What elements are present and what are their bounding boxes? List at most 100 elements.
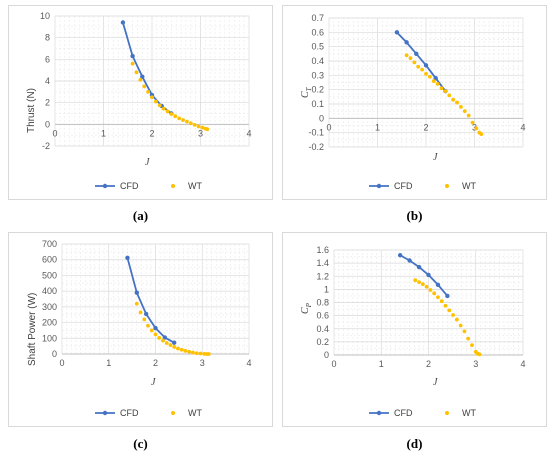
data-point: [474, 126, 479, 131]
data-point: [416, 64, 421, 69]
data-point: [153, 99, 158, 104]
data-point: [443, 303, 448, 308]
legend-label-wt: WT: [188, 408, 202, 418]
data-point: [140, 74, 145, 79]
legend-label-cfd: CFD: [120, 181, 139, 191]
y-tick-label: 0.2: [311, 85, 324, 95]
data-point: [205, 127, 210, 132]
data-point: [447, 93, 452, 98]
legend-marker: [102, 410, 108, 416]
data-point: [187, 349, 192, 354]
data-point: [433, 76, 438, 81]
y-tick-label: 0: [324, 350, 329, 360]
legend-marker: [376, 410, 382, 416]
x-axis-label-b: J: [433, 152, 438, 163]
data-point: [192, 122, 197, 127]
data-point: [181, 118, 185, 122]
y-axis-label-a: Thrust (N): [26, 88, 37, 133]
legend-swatch-cfd: [369, 410, 389, 416]
data-point: [414, 51, 419, 57]
data-point: [191, 350, 195, 355]
data-point: [397, 253, 403, 258]
legend-a: CFD WT: [9, 181, 274, 195]
data-point: [435, 82, 440, 86]
data-point: [149, 328, 154, 333]
legend-swatch-cfd: [95, 183, 115, 189]
chart-panel-a: 0 1 2 3 4 -2 0 2 4 6 8 10 Thrust (N) J CFD WT: [8, 5, 273, 200]
y-tick-label: 0.5: [311, 42, 324, 52]
legend-c: CFD WT: [9, 408, 274, 422]
data-point: [439, 299, 444, 304]
legend-marker: [171, 411, 175, 415]
y-tick-label: 2: [45, 98, 50, 108]
y-axis-label-b-sub: T: [305, 87, 313, 92]
y-tick-label: 1.4: [316, 258, 329, 268]
data-point: [451, 313, 455, 317]
data-point: [436, 295, 440, 300]
legend-marker: [102, 183, 108, 189]
x-tick-label: 4: [520, 359, 525, 369]
data-point: [143, 311, 149, 317]
data-point: [188, 121, 193, 126]
data-point: [420, 282, 425, 287]
series-line: [396, 31, 447, 92]
legend-swatch-cfd: [95, 410, 115, 416]
data-point: [416, 264, 422, 270]
data-point: [462, 329, 467, 334]
y-tick-label: 1.2: [316, 271, 329, 281]
series-wt-c: [134, 301, 211, 356]
y-axis-label-d-sub: P: [305, 303, 313, 308]
x-tick-label: 4: [520, 122, 525, 132]
x-tick-label: 1: [101, 128, 106, 138]
x-tick-label: 1: [106, 358, 111, 368]
grid-d: [333, 249, 524, 356]
chart-svg-d: 0 1 2 3 4 0 0.2 0.4 0.6 0.8 1 1.2 1.4 1.6: [316, 245, 525, 369]
data-point: [432, 291, 437, 296]
y-tick-label: 0: [45, 119, 50, 129]
legend-d: CFD WT: [283, 408, 548, 422]
chart-svg-c: 0 1 2 3 4 0 100 200 300 400 500 600 700: [42, 239, 252, 368]
data-point: [162, 335, 168, 340]
data-point: [153, 325, 158, 331]
data-point: [470, 120, 475, 125]
y-tick-label: 600: [42, 255, 57, 265]
y-axis-label-d-main: C: [300, 307, 311, 314]
data-point: [164, 341, 169, 345]
data-point: [138, 310, 143, 315]
data-point: [185, 119, 189, 124]
data-point: [198, 351, 203, 356]
x-tick-label: 2: [153, 358, 158, 368]
chart-panel-d: 0 1 2 3 4 0 0.2 0.4 0.6 0.8 1 1.2 1.4 1.6 CP J CFD WT: [282, 232, 547, 427]
series-wt-b: [404, 53, 484, 136]
x-tick-label: 2: [426, 359, 431, 369]
data-point: [408, 56, 413, 61]
y-tick-label: 1: [324, 284, 329, 294]
caption-c: (c): [133, 436, 148, 451]
y-tick-label: 4: [45, 76, 50, 86]
data-point: [431, 79, 436, 83]
data-point: [426, 272, 431, 278]
data-point: [138, 78, 143, 82]
y-axis-label-b: CT: [300, 87, 313, 98]
data-point: [455, 100, 459, 105]
data-point: [134, 301, 139, 306]
x-tick-label: 3: [472, 122, 477, 132]
data-point: [423, 63, 429, 68]
grid-c: [61, 243, 250, 355]
y-tick-label: 0.6: [311, 27, 324, 37]
series-wt-a: [130, 61, 210, 132]
x-tick-label: 3: [198, 128, 203, 138]
x-axis-label-c: J: [151, 377, 156, 388]
y-tick-label: 400: [42, 286, 57, 296]
x-axis-label-d: J: [433, 377, 438, 388]
y-tick-label: 0: [319, 113, 324, 123]
data-point: [413, 278, 418, 283]
chart-panel-c: 0 1 2 3 4 0 100 200 300 400 500 600 700 Shaft Power …: [8, 232, 273, 427]
y-tick-label: 0.6: [316, 311, 329, 321]
series-cfd-d: [397, 253, 450, 299]
data-point: [157, 335, 162, 340]
data-point: [146, 323, 150, 328]
x-tick-label: 2: [149, 128, 154, 138]
legend-marker: [376, 183, 382, 189]
x-axis-label-a: J: [145, 157, 150, 168]
